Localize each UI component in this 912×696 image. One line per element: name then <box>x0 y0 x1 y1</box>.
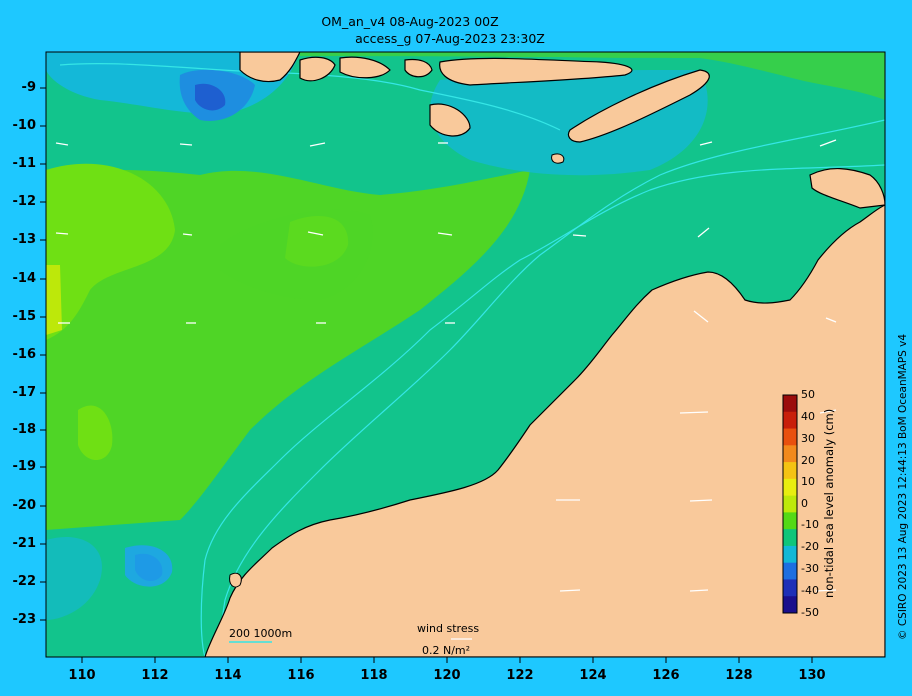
y-tick-label: -18 <box>12 422 37 437</box>
map-field <box>46 52 885 657</box>
y-tick-label: -17 <box>12 385 37 400</box>
x-tick-label: 124 <box>579 668 607 683</box>
y-tick-label: -22 <box>12 574 37 589</box>
y-tick-label: -12 <box>12 194 37 209</box>
x-tick-label: 128 <box>725 668 753 683</box>
y-tick-label: -23 <box>12 612 37 627</box>
title-line-1: OM_an_v4 08-Aug-2023 00Z <box>321 14 499 29</box>
colorbar-tick: 40 <box>801 410 815 423</box>
colorbar-segment <box>783 596 797 614</box>
colorbar-tick: -50 <box>801 606 819 619</box>
colorbar-tick: 10 <box>801 475 815 488</box>
colorbar-segment <box>783 512 797 530</box>
title-line-2: access_g 07-Aug-2023 23:30Z <box>355 31 545 46</box>
x-tick-label: 116 <box>287 668 315 683</box>
y-tick-label: -9 <box>21 80 36 95</box>
wind-arrows <box>55 139 837 640</box>
colorbar-segment <box>783 579 797 597</box>
colorbar-segment <box>783 395 797 413</box>
y-tick-label: -21 <box>12 536 37 551</box>
y-tick-label: -20 <box>12 498 37 513</box>
x-tick-label: 114 <box>214 668 242 683</box>
x-tick-label: 110 <box>68 668 96 683</box>
wind-stress-value: 0.2 N/m² <box>422 644 471 657</box>
colorbar-tick: 20 <box>801 454 815 467</box>
wind-stress-label: wind stress <box>417 622 480 635</box>
colorbar-segment <box>783 411 797 430</box>
colorbar-segment <box>783 495 797 513</box>
colorbar-tick: -20 <box>801 540 819 553</box>
y-tick-label: -14 <box>12 271 37 286</box>
axis-ticks <box>40 87 813 663</box>
y-tick-label: -19 <box>12 459 37 474</box>
y-tick-label: -13 <box>12 232 37 247</box>
colorbar-tick: 50 <box>801 388 815 401</box>
credit-text: © CSIRO 2023 13 Aug 2023 12:44:13 BoM Oc… <box>897 333 909 640</box>
colorbar-tick: -40 <box>801 584 819 597</box>
colorbar-tick: 0 <box>801 497 808 510</box>
x-tick-label: 126 <box>652 668 680 683</box>
colorbar <box>783 395 797 614</box>
x-tick-label: 120 <box>433 668 461 683</box>
colorbar-tick: 30 <box>801 432 815 445</box>
colorbar-segment <box>783 462 797 480</box>
y-tick-label: -16 <box>12 347 37 362</box>
colorbar-segment <box>783 445 797 463</box>
y-tick-label: -10 <box>12 118 37 133</box>
x-tick-label: 122 <box>506 668 534 683</box>
colorbar-segment <box>783 562 797 580</box>
colorbar-segment <box>783 428 797 446</box>
depth-legend-label: 200 1000m <box>229 627 293 640</box>
colorbar-tick: -30 <box>801 562 819 575</box>
colorbar-label: non-tidal sea level anomaly (cm) <box>822 408 836 598</box>
x-tick-label: 112 <box>141 668 169 683</box>
y-tick-label: -15 <box>12 309 37 324</box>
x-tick-label: 118 <box>360 668 388 683</box>
colorbar-segment <box>783 529 797 547</box>
colorbar-segment <box>783 478 797 497</box>
y-tick-label: -11 <box>12 156 37 171</box>
colorbar-segment <box>783 545 797 564</box>
x-tick-label: 130 <box>798 668 826 683</box>
colorbar-tick: -10 <box>801 518 819 531</box>
